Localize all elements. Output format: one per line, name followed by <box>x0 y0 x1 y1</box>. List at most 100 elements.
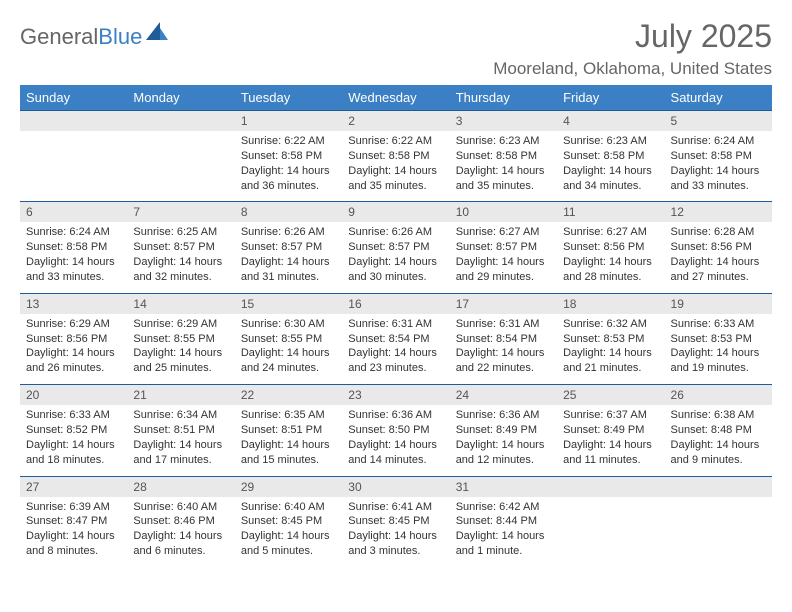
day-cell: 10Sunrise: 6:27 AMSunset: 8:57 PMDayligh… <box>450 202 557 293</box>
day-data: Sunrise: 6:40 AMSunset: 8:46 PMDaylight:… <box>127 497 234 567</box>
day-number: 20 <box>20 385 127 405</box>
day-cell: 22Sunrise: 6:35 AMSunset: 8:51 PMDayligh… <box>235 385 342 476</box>
week-row: 13Sunrise: 6:29 AMSunset: 8:56 PMDayligh… <box>20 293 772 384</box>
sunrise: Sunrise: 6:33 AM <box>671 317 766 332</box>
day-data: Sunrise: 6:26 AMSunset: 8:57 PMDaylight:… <box>235 222 342 292</box>
day-number: 3 <box>450 111 557 131</box>
day-cell: 13Sunrise: 6:29 AMSunset: 8:56 PMDayligh… <box>20 293 127 384</box>
logo: GeneralBlue <box>20 18 170 50</box>
sunset: Sunset: 8:55 PM <box>241 332 336 347</box>
daylight: Daylight: 14 hours and 28 minutes. <box>563 255 658 285</box>
daylight: Daylight: 14 hours and 22 minutes. <box>456 346 551 376</box>
month-title: July 2025 <box>493 18 772 55</box>
day-cell: 27Sunrise: 6:39 AMSunset: 8:47 PMDayligh… <box>20 476 127 567</box>
day-cell: 1Sunrise: 6:22 AMSunset: 8:58 PMDaylight… <box>235 111 342 202</box>
day-data: Sunrise: 6:35 AMSunset: 8:51 PMDaylight:… <box>235 405 342 475</box>
daylight: Daylight: 14 hours and 29 minutes. <box>456 255 551 285</box>
day-cell <box>557 476 664 567</box>
day-data: Sunrise: 6:33 AMSunset: 8:52 PMDaylight:… <box>20 405 127 475</box>
week-row: 27Sunrise: 6:39 AMSunset: 8:47 PMDayligh… <box>20 476 772 567</box>
sunset: Sunset: 8:46 PM <box>133 514 228 529</box>
calendar: SundayMondayTuesdayWednesdayThursdayFrid… <box>20 85 772 567</box>
day-header: Tuesday <box>235 85 342 111</box>
day-data: Sunrise: 6:30 AMSunset: 8:55 PMDaylight:… <box>235 314 342 384</box>
day-number: 27 <box>20 477 127 497</box>
daylight: Daylight: 14 hours and 26 minutes. <box>26 346 121 376</box>
sunrise: Sunrise: 6:32 AM <box>563 317 658 332</box>
daylight: Daylight: 14 hours and 18 minutes. <box>26 438 121 468</box>
day-cell: 17Sunrise: 6:31 AMSunset: 8:54 PMDayligh… <box>450 293 557 384</box>
sunrise: Sunrise: 6:33 AM <box>26 408 121 423</box>
daylight: Daylight: 14 hours and 36 minutes. <box>241 164 336 194</box>
daylight: Daylight: 14 hours and 33 minutes. <box>26 255 121 285</box>
day-data: Sunrise: 6:24 AMSunset: 8:58 PMDaylight:… <box>665 131 772 201</box>
day-cell <box>20 111 127 202</box>
day-cell: 16Sunrise: 6:31 AMSunset: 8:54 PMDayligh… <box>342 293 449 384</box>
day-number: 14 <box>127 294 234 314</box>
week-row: 20Sunrise: 6:33 AMSunset: 8:52 PMDayligh… <box>20 385 772 476</box>
sunset: Sunset: 8:54 PM <box>456 332 551 347</box>
day-number: 15 <box>235 294 342 314</box>
sunset: Sunset: 8:44 PM <box>456 514 551 529</box>
day-header: Thursday <box>450 85 557 111</box>
day-cell: 29Sunrise: 6:40 AMSunset: 8:45 PMDayligh… <box>235 476 342 567</box>
day-number: 22 <box>235 385 342 405</box>
day-number <box>665 477 772 497</box>
logo-part1: General <box>20 24 98 49</box>
day-cell: 15Sunrise: 6:30 AMSunset: 8:55 PMDayligh… <box>235 293 342 384</box>
sunrise: Sunrise: 6:30 AM <box>241 317 336 332</box>
day-data: Sunrise: 6:29 AMSunset: 8:55 PMDaylight:… <box>127 314 234 384</box>
day-data: Sunrise: 6:27 AMSunset: 8:57 PMDaylight:… <box>450 222 557 292</box>
day-cell: 6Sunrise: 6:24 AMSunset: 8:58 PMDaylight… <box>20 202 127 293</box>
logo-part2: Blue <box>98 24 142 49</box>
sunset: Sunset: 8:57 PM <box>348 240 443 255</box>
sunrise: Sunrise: 6:23 AM <box>456 134 551 149</box>
week-row: 6Sunrise: 6:24 AMSunset: 8:58 PMDaylight… <box>20 202 772 293</box>
sunrise: Sunrise: 6:23 AM <box>563 134 658 149</box>
day-number: 8 <box>235 202 342 222</box>
day-cell: 30Sunrise: 6:41 AMSunset: 8:45 PMDayligh… <box>342 476 449 567</box>
sunrise: Sunrise: 6:26 AM <box>348 225 443 240</box>
sunrise: Sunrise: 6:26 AM <box>241 225 336 240</box>
sunrise: Sunrise: 6:39 AM <box>26 500 121 515</box>
daylight: Daylight: 14 hours and 21 minutes. <box>563 346 658 376</box>
sunrise: Sunrise: 6:42 AM <box>456 500 551 515</box>
day-data <box>665 497 772 555</box>
daylight: Daylight: 14 hours and 31 minutes. <box>241 255 336 285</box>
day-cell: 4Sunrise: 6:23 AMSunset: 8:58 PMDaylight… <box>557 111 664 202</box>
day-data: Sunrise: 6:22 AMSunset: 8:58 PMDaylight:… <box>235 131 342 201</box>
day-number: 29 <box>235 477 342 497</box>
sunrise: Sunrise: 6:24 AM <box>26 225 121 240</box>
sunrise: Sunrise: 6:22 AM <box>241 134 336 149</box>
day-cell: 14Sunrise: 6:29 AMSunset: 8:55 PMDayligh… <box>127 293 234 384</box>
sunset: Sunset: 8:45 PM <box>348 514 443 529</box>
day-cell: 21Sunrise: 6:34 AMSunset: 8:51 PMDayligh… <box>127 385 234 476</box>
day-number: 18 <box>557 294 664 314</box>
daylight: Daylight: 14 hours and 35 minutes. <box>456 164 551 194</box>
sunrise: Sunrise: 6:36 AM <box>456 408 551 423</box>
day-data: Sunrise: 6:27 AMSunset: 8:56 PMDaylight:… <box>557 222 664 292</box>
week-row: 1Sunrise: 6:22 AMSunset: 8:58 PMDaylight… <box>20 111 772 202</box>
day-data: Sunrise: 6:39 AMSunset: 8:47 PMDaylight:… <box>20 497 127 567</box>
sunset: Sunset: 8:51 PM <box>241 423 336 438</box>
sunset: Sunset: 8:56 PM <box>563 240 658 255</box>
day-data: Sunrise: 6:31 AMSunset: 8:54 PMDaylight:… <box>342 314 449 384</box>
sunset: Sunset: 8:56 PM <box>671 240 766 255</box>
title-block: July 2025 Mooreland, Oklahoma, United St… <box>493 18 772 79</box>
sunset: Sunset: 8:58 PM <box>26 240 121 255</box>
sunrise: Sunrise: 6:38 AM <box>671 408 766 423</box>
day-cell: 23Sunrise: 6:36 AMSunset: 8:50 PMDayligh… <box>342 385 449 476</box>
day-number: 9 <box>342 202 449 222</box>
day-number: 26 <box>665 385 772 405</box>
daylight: Daylight: 14 hours and 3 minutes. <box>348 529 443 559</box>
sunrise: Sunrise: 6:28 AM <box>671 225 766 240</box>
day-number: 21 <box>127 385 234 405</box>
sunrise: Sunrise: 6:35 AM <box>241 408 336 423</box>
day-cell: 5Sunrise: 6:24 AMSunset: 8:58 PMDaylight… <box>665 111 772 202</box>
daylight: Daylight: 14 hours and 32 minutes. <box>133 255 228 285</box>
day-number <box>557 477 664 497</box>
sunrise: Sunrise: 6:36 AM <box>348 408 443 423</box>
sunrise: Sunrise: 6:27 AM <box>563 225 658 240</box>
daylight: Daylight: 14 hours and 34 minutes. <box>563 164 658 194</box>
daylight: Daylight: 14 hours and 9 minutes. <box>671 438 766 468</box>
